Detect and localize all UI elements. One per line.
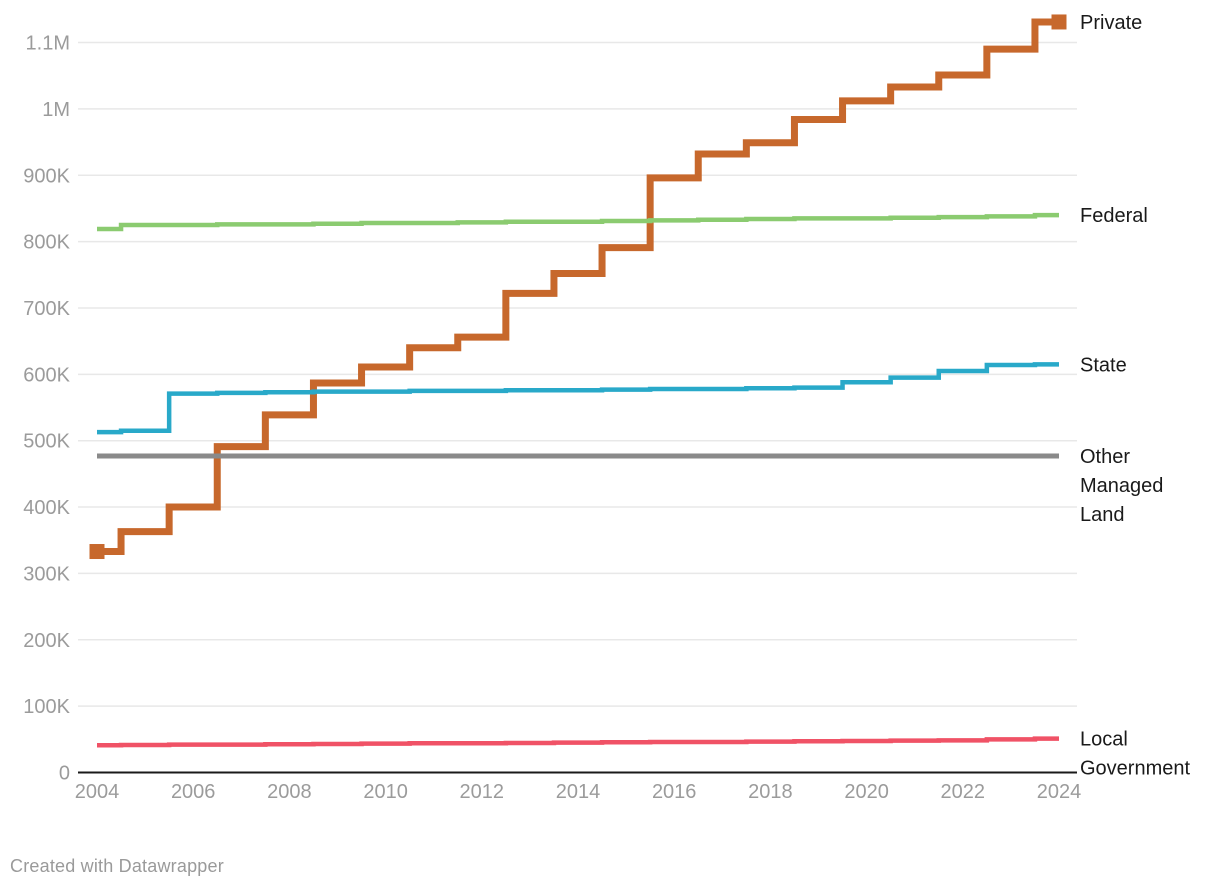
series-label-other-managed-land-line3: Land xyxy=(1080,504,1125,526)
series-line-local-government xyxy=(97,736,1059,748)
series-line-state xyxy=(97,362,1059,435)
x-tick-label-2024: 2024 xyxy=(1037,781,1082,803)
x-tick-label-2006: 2006 xyxy=(171,781,216,803)
y-tick-label-300k: 300K xyxy=(23,563,70,585)
x-tick-label-2016: 2016 xyxy=(652,781,697,803)
y-tick-label-0: 0 xyxy=(59,763,70,785)
y-tick-label-900k: 900K xyxy=(23,165,70,187)
series-label-local-government-line2: Government xyxy=(1080,758,1190,780)
attribution-text: Created with Datawrapper xyxy=(10,856,224,876)
y-tick-label-200k: 200K xyxy=(23,630,70,652)
x-tick-label-2014: 2014 xyxy=(556,781,601,803)
y-tick-label-1m: 1M xyxy=(42,99,70,121)
series-label-federal: Federal xyxy=(1080,205,1148,227)
y-tick-label-600k: 600K xyxy=(23,364,70,386)
chart-canvas: 0 100K 200K 300K 400K 500K 600K 700K 800K 900K 1M 1… xyxy=(23,12,1190,803)
series-label-other-managed-land-line1: Other xyxy=(1080,446,1130,468)
x-tick-label-2022: 2022 xyxy=(941,781,986,803)
y-tick-label-100k: 100K xyxy=(23,696,70,718)
y-tick-label-1.1m: 1.1M xyxy=(26,33,70,55)
series-line-private xyxy=(97,18,1059,556)
series-marker-start-private xyxy=(89,544,105,560)
x-tick-label-2008: 2008 xyxy=(267,781,312,803)
series-label-private: Private xyxy=(1080,12,1142,34)
y-tick-label-700k: 700K xyxy=(23,298,70,320)
series-line-federal xyxy=(97,212,1059,232)
x-tick-label-2012: 2012 xyxy=(460,781,505,803)
series-label-other-managed-land-line2: Managed xyxy=(1080,475,1163,497)
x-tick-label-2018: 2018 xyxy=(748,781,793,803)
series-label-local-government-line1: Local xyxy=(1080,729,1128,751)
y-tick-label-500k: 500K xyxy=(23,431,70,453)
series-label-state: State xyxy=(1080,354,1127,376)
x-tick-label-2020: 2020 xyxy=(844,781,889,803)
y-tick-label-800k: 800K xyxy=(23,232,70,254)
x-tick-label-2004: 2004 xyxy=(75,781,120,803)
y-tick-label-400k: 400K xyxy=(23,497,70,519)
x-tick-label-2010: 2010 xyxy=(363,781,408,803)
series-marker-end-private xyxy=(1051,14,1067,30)
